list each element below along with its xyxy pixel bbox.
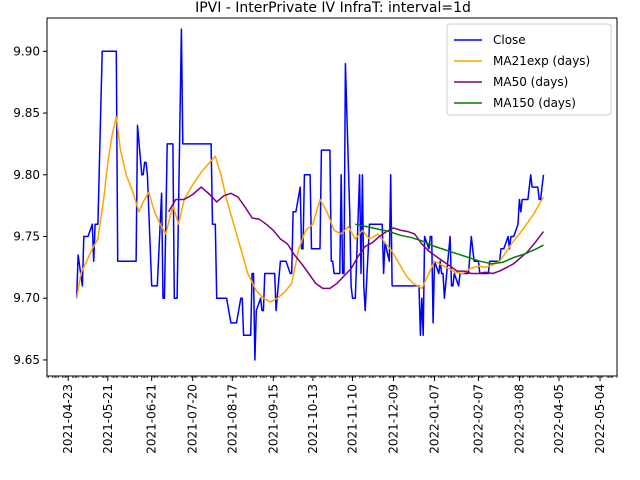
legend-box (446, 23, 612, 116)
legend: Close MA21exp (days) MA50 (days) MA150 (day… (446, 23, 612, 116)
x-tick-label: 2021-07-20 (186, 384, 200, 454)
x-tick-label: 2021-12-09 (387, 384, 401, 454)
series-line-ma50-days (167, 186, 545, 290)
series-line-ma150-days (355, 223, 544, 265)
y-tick-label: 9.90 (13, 44, 40, 58)
legend-label: MA150 (days) (493, 96, 576, 110)
x-tick-label: 2022-05-04 (593, 384, 607, 454)
x-tick-label: 2021-04-23 (61, 384, 75, 454)
y-axis: 9.65 9.70 9.75 9.80 9.85 9.90 (13, 44, 47, 367)
series-line-ma21exp-days (75, 116, 545, 303)
y-tick-label: 9.85 (13, 106, 40, 120)
x-tick-label: 2022-03-08 (512, 384, 526, 454)
x-axis: 2021-04-23 2021-05-21 2021-06-21 2021-07-20… (46, 376, 618, 454)
x-tick-label: 2022-02-07 (471, 384, 485, 454)
x-tick-label: 2022-01-07 (428, 384, 442, 454)
x-tick-label: 2021-08-17 (225, 384, 239, 454)
x-tick-label: 2021-11-10 (346, 384, 360, 454)
chart-title: IPVI - InterPrivate IV InfraT: interval=… (195, 0, 471, 16)
plot-area-frame (46, 17, 618, 377)
series-layer (75, 28, 545, 361)
x-tick-label: 2021-09-15 (266, 384, 280, 454)
y-tick-label: 9.80 (13, 168, 40, 182)
y-tick-label: 9.70 (13, 291, 40, 305)
x-tick-label: 2021-06-21 (145, 384, 159, 454)
legend-label: MA50 (days) (493, 75, 568, 89)
x-tick-label: 2022-04-05 (552, 384, 566, 454)
legend-label: MA21exp (days) (493, 54, 590, 68)
y-tick-label: 9.75 (13, 230, 40, 244)
x-tick-label: 2021-05-21 (101, 384, 115, 454)
x-tick-label: 2021-10-13 (306, 384, 320, 454)
legend-label: Close (493, 33, 526, 47)
y-tick-label: 9.65 (13, 353, 40, 367)
